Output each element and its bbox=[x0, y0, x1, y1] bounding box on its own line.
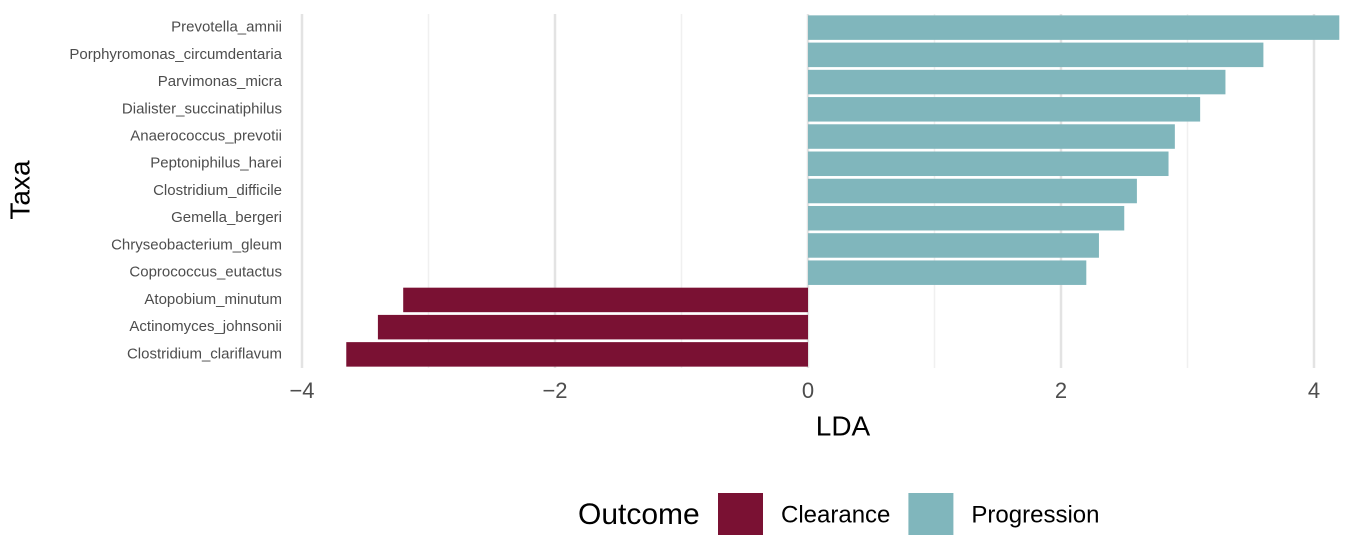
bar bbox=[808, 205, 1125, 231]
y-tick-label: Gemella_bergeri bbox=[171, 209, 282, 226]
y-tick-label: Chryseobacterium_gleum bbox=[111, 236, 282, 253]
bar bbox=[808, 233, 1099, 258]
bar bbox=[403, 287, 808, 313]
legend-swatch bbox=[718, 493, 763, 535]
y-tick-label: Prevotella_amnii bbox=[171, 19, 282, 36]
x-axis-title: LDA bbox=[816, 410, 871, 441]
legend-label: Progression bbox=[971, 501, 1099, 528]
bar bbox=[808, 124, 1175, 149]
y-tick-label: Actinomyces_johnsonii bbox=[129, 318, 282, 335]
x-tick-label: −2 bbox=[542, 378, 567, 403]
bar bbox=[808, 178, 1137, 204]
x-tick-label: 0 bbox=[802, 378, 814, 403]
bar bbox=[377, 314, 808, 340]
bar bbox=[808, 42, 1264, 68]
y-tick-label: Anaerococcus_prevotii bbox=[130, 128, 282, 145]
bar bbox=[808, 15, 1340, 40]
y-tick-label: Peptoniphilus_harei bbox=[150, 155, 282, 172]
legend-swatch bbox=[908, 493, 954, 535]
y-tick-label: Coprococcus_eutactus bbox=[129, 264, 282, 281]
y-axis-title: Taxa bbox=[4, 160, 35, 220]
y-tick-label: Atopobium_minutum bbox=[144, 291, 282, 308]
y-tick-label: Dialister_succinatiphilus bbox=[122, 100, 282, 117]
y-tick-label: Parvimonas_micra bbox=[158, 73, 283, 90]
bar bbox=[808, 97, 1201, 122]
bar bbox=[346, 342, 808, 367]
bar bbox=[808, 151, 1169, 177]
y-tick-label: Clostridium_difficile bbox=[153, 182, 282, 199]
bar bbox=[808, 260, 1087, 285]
x-tick-label: −4 bbox=[289, 378, 314, 403]
y-tick-label: Porphyromonas_circumdentaria bbox=[69, 46, 282, 63]
bar bbox=[808, 69, 1226, 95]
legend-label: Clearance bbox=[781, 501, 890, 528]
x-tick-label: 4 bbox=[1308, 378, 1320, 403]
legend-title: Outcome bbox=[578, 498, 700, 531]
x-tick-label: 2 bbox=[1055, 378, 1067, 403]
y-tick-label: Clostridium_clariflavum bbox=[127, 345, 282, 362]
